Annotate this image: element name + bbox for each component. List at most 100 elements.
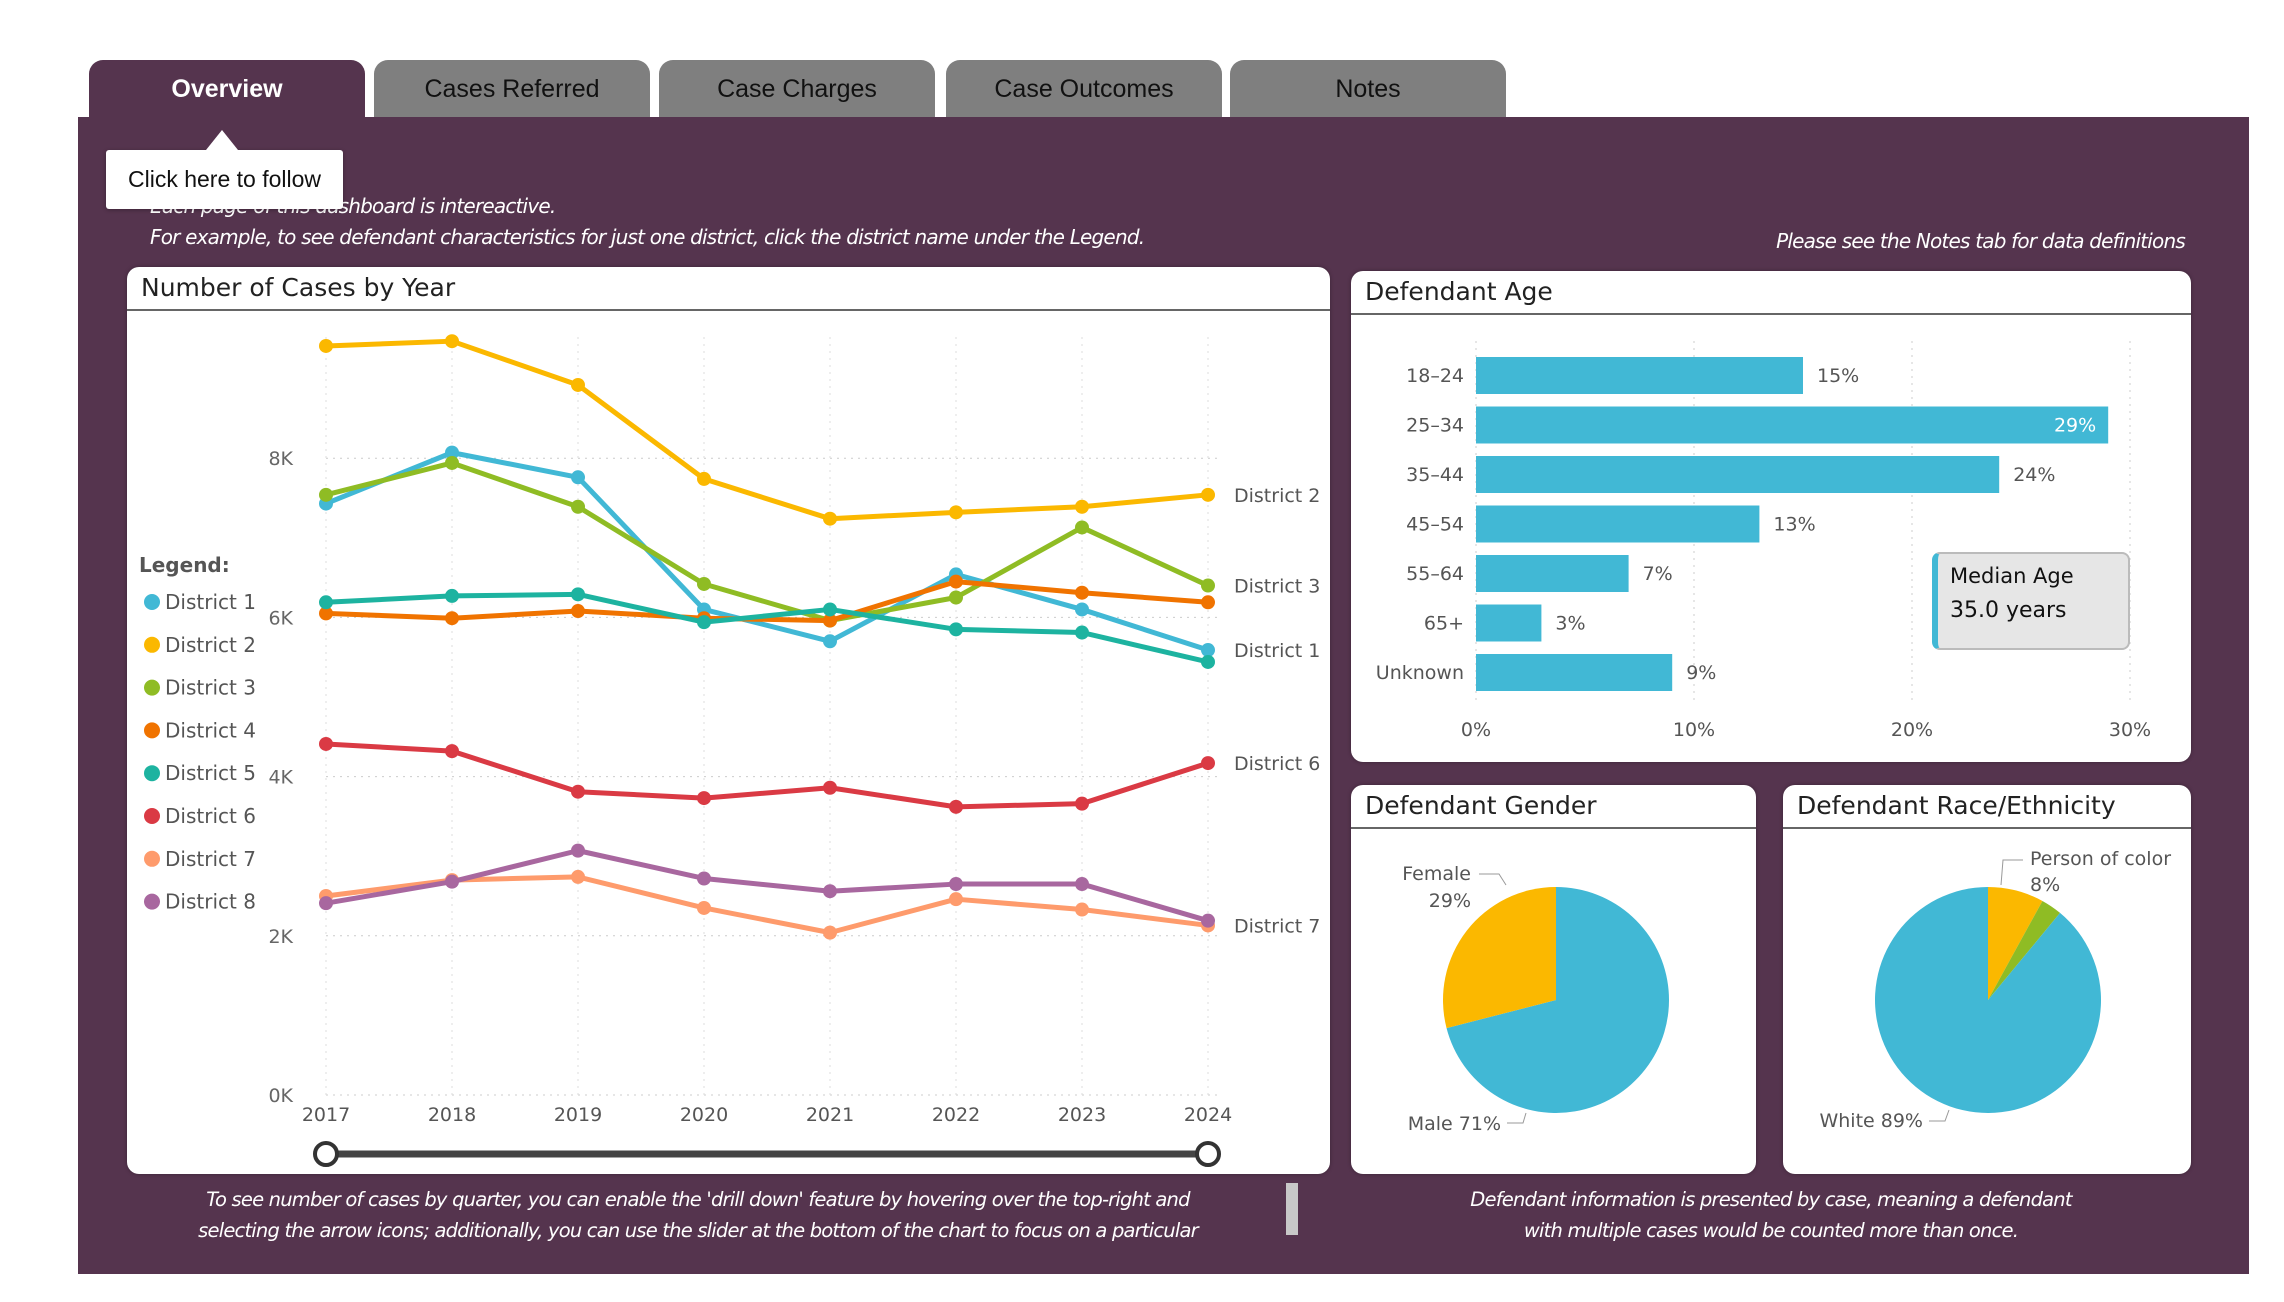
x-tick-label: 2021	[806, 1104, 854, 1126]
x-tick-label: 10%	[1673, 719, 1715, 741]
footer-scrollbar[interactable]	[1286, 1183, 1298, 1235]
series-line-district-2	[325, 338, 1209, 522]
data-point-district-8	[571, 843, 585, 858]
data-point-district-2	[445, 334, 459, 349]
data-point-district-1	[445, 445, 459, 460]
data-point-district-1	[823, 634, 837, 649]
legend-marker-district-8[interactable]	[144, 893, 160, 910]
x-tick-label: 2019	[554, 1104, 602, 1126]
age-bar[interactable]	[1476, 555, 1629, 592]
footer-left-note: To see number of cases by quarter, you c…	[118, 1184, 1278, 1246]
legend-item-district-4[interactable]: District 4	[165, 718, 256, 742]
footer-right-line-1: Defendant information is presented by ca…	[1470, 1188, 2072, 1211]
value-label: 9%	[1686, 662, 1716, 684]
pie-slice-female[interactable]	[1443, 887, 1556, 1029]
male-label: Male 71%	[1408, 1113, 1501, 1135]
data-point-district-2	[949, 505, 963, 520]
legend-marker-district-7[interactable]	[144, 850, 160, 867]
age-bar[interactable]	[1476, 654, 1673, 691]
data-point-district-2	[1201, 487, 1215, 502]
data-point-district-5	[319, 595, 333, 610]
data-point-district-5	[949, 622, 963, 637]
x-tick-label: 30%	[2109, 719, 2151, 741]
female-percent: 29%	[1429, 890, 1471, 912]
slider-handle-start[interactable]	[313, 1141, 339, 1167]
series-line-district-4	[325, 579, 1209, 624]
data-point-district-8	[1201, 913, 1215, 928]
defendant-age-title: Defendant Age	[1351, 271, 2191, 315]
tab-case-charges[interactable]: Case Charges	[659, 60, 935, 118]
data-point-district-7	[823, 925, 837, 940]
data-point-district-4	[823, 613, 837, 628]
age-bar-chart: 0% 10% 20% 30% 18–24 15% 25–34 29% 35–44 24% 45–54…	[1376, 341, 2151, 741]
age-bar[interactable]	[1476, 357, 1803, 394]
value-label: 24%	[2013, 464, 2055, 486]
race-pie-chart: Person of color 8% White 89%	[1819, 848, 2171, 1132]
data-point-district-6	[445, 744, 459, 759]
data-point-district-6	[319, 736, 333, 751]
data-point-district-8	[445, 874, 459, 889]
data-point-district-4	[445, 611, 459, 626]
category-label: 35–44	[1406, 464, 1464, 486]
legend-marker-district-5[interactable]	[144, 765, 160, 782]
data-point-district-6	[1075, 796, 1089, 811]
line-chart: 0K 2K 4K 6K 8K 2017 2018 2019 2020 2021 2022 2023 20…	[139, 334, 1320, 1167]
tab-overview[interactable]: Overview	[89, 60, 365, 118]
white-label: White 89%	[1819, 1110, 1923, 1132]
legend-marker-district-1[interactable]	[144, 594, 160, 610]
pie-slice-other[interactable]	[1988, 900, 2061, 1000]
pie-slice-white[interactable]	[1875, 887, 2101, 1113]
pie-slice-male[interactable]	[1446, 887, 1669, 1113]
legend-item-district-8[interactable]: District 8	[165, 890, 256, 914]
tab-notes[interactable]: Notes	[1230, 60, 1506, 118]
x-tick-label: 2017	[302, 1104, 350, 1126]
x-tick-label: 2022	[932, 1104, 980, 1126]
legend-item-district-5[interactable]: District 5	[165, 761, 256, 785]
tab-cases-referred[interactable]: Cases Referred	[374, 60, 650, 118]
legend-marker-district-4[interactable]	[144, 722, 160, 739]
leader-line	[1479, 873, 1507, 886]
data-point-district-2	[697, 471, 711, 486]
series-line-district-3	[325, 460, 1210, 624]
defendant-age-card: Defendant Age 0% 10% 20% 30% 18–24 15% 25–34 29…	[1351, 271, 2191, 762]
data-point-district-4	[949, 574, 963, 589]
legend-item-district-6[interactable]: District 6	[165, 804, 256, 828]
tab-case-outcomes[interactable]: Case Outcomes	[946, 60, 1222, 118]
slider-handle-end[interactable]	[1195, 1141, 1221, 1167]
legend-item-district-2[interactable]: District 2	[165, 633, 256, 657]
y-tick-label: 0K	[268, 1085, 293, 1107]
value-label: 15%	[1817, 365, 1859, 387]
data-point-district-3	[319, 487, 333, 502]
category-label: Unknown	[1376, 662, 1464, 684]
data-point-district-4	[1201, 595, 1215, 610]
dashboard-canvas: Each page of this dashboard is intereact…	[78, 117, 2249, 1274]
x-tick-label: 2018	[428, 1104, 476, 1126]
series-line-district-7	[325, 874, 1209, 936]
defendant-race-card: Defendant Race/Ethnicity Person of color…	[1783, 785, 2191, 1174]
legend-item-district-7[interactable]: District 7	[165, 847, 256, 871]
data-point-district-5	[823, 602, 837, 617]
follow-link-tooltip[interactable]: Click here to follow	[106, 130, 343, 209]
data-point-district-5	[1201, 654, 1215, 669]
age-bar[interactable]	[1476, 505, 1760, 543]
legend-marker-district-6[interactable]	[144, 808, 160, 824]
intro-line-2: For example, to see defendant characteri…	[150, 225, 1145, 249]
leader-line	[2000, 859, 2023, 886]
age-bar[interactable]	[1476, 406, 2109, 444]
data-point-district-2	[823, 511, 837, 526]
data-point-district-3	[1075, 520, 1089, 535]
age-bar[interactable]	[1476, 456, 2000, 493]
legend-marker-district-2[interactable]	[144, 636, 160, 653]
cases-by-year-card: Number of Cases by Year 0K 2K 4K 6K 8K 2017 20…	[127, 267, 1330, 1174]
data-point-district-6	[571, 784, 585, 799]
data-point-district-6	[949, 799, 963, 814]
age-bar[interactable]	[1476, 604, 1542, 642]
pie-slice-person-of-color[interactable]	[1988, 887, 2043, 1000]
category-label: 55–64	[1406, 563, 1464, 585]
data-point-district-1	[571, 470, 585, 485]
series-line-district-6	[325, 741, 1209, 810]
legend-item-district-3[interactable]: District 3	[165, 676, 256, 700]
data-point-district-7	[697, 900, 711, 915]
legend-marker-district-3[interactable]	[144, 679, 160, 696]
legend-item-district-1[interactable]: District 1	[165, 590, 256, 614]
